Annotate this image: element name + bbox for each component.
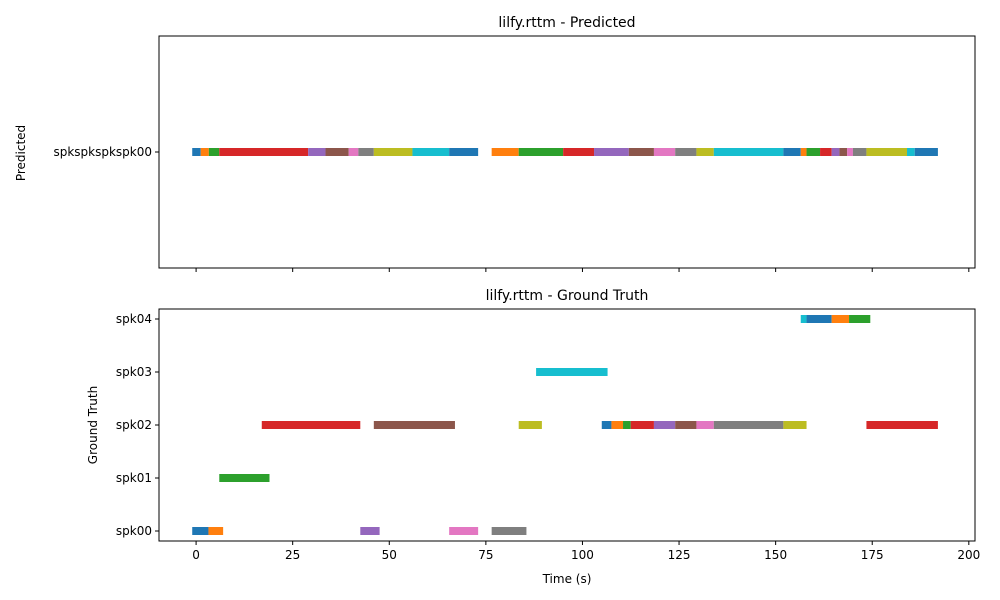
segment-spkspkspkspk00-27 [852, 148, 867, 156]
segment-spk02-17 [713, 421, 784, 429]
segment-spk02-23 [866, 421, 938, 429]
segment-spk04-20 [806, 315, 832, 323]
segment-spkspkspkspk00-17 [675, 148, 697, 156]
segment-spkspkspkspk00-25 [839, 148, 848, 156]
y-tick-label-spkspkspkspk00: spkspkspkspk00 [53, 145, 152, 159]
predicted-ylabel: Predicted [14, 125, 28, 181]
segment-spk02-11 [611, 421, 624, 429]
segment-spk02-5 [373, 421, 455, 429]
ground-truth-plot-frame [158, 308, 976, 542]
segment-spk02-12 [623, 421, 631, 429]
ground-truth-panel: lilfy.rttm - Ground Truth Ground Truth T… [86, 288, 980, 586]
segment-spk02-10 [601, 421, 612, 429]
predicted-title: lilfy.rttm - Predicted [498, 15, 635, 31]
x-tick-label-125: 125 [668, 548, 691, 562]
segment-spk00-6 [449, 527, 479, 535]
segment-spkspkspkspk00-2 [208, 148, 220, 156]
segment-spk01-2 [219, 474, 270, 482]
segment-spkspkspkspk00-6 [348, 148, 359, 156]
predicted-panel: lilfy.rttm - Predicted Predicted spkspks… [14, 15, 976, 272]
x-tick-label-50: 50 [382, 548, 397, 562]
segment-spk02-16 [696, 421, 714, 429]
ground-truth-title: lilfy.rttm - Ground Truth [486, 288, 649, 304]
segment-spk02-14 [653, 421, 676, 429]
segment-spkspkspkspk00-11 [491, 148, 519, 156]
segment-spkspkspkspk00-19 [713, 148, 784, 156]
segment-spkspkspkspk00-21 [800, 148, 807, 156]
ground-truth-ylabel: Ground Truth [86, 386, 100, 464]
segment-spk02-13 [630, 421, 654, 429]
y-tick-label-spk01: spk01 [116, 471, 152, 485]
segment-spk04-19 [800, 315, 807, 323]
x-tick-label-25: 25 [285, 548, 300, 562]
segment-spkspkspkspk00-20 [783, 148, 801, 156]
x-tick-label-175: 175 [861, 548, 884, 562]
segment-spkspkspkspk00-3 [219, 148, 309, 156]
segment-spk00-4 [360, 527, 380, 535]
segment-spkspkspkspk00-23 [820, 148, 832, 156]
x-tick-label-0: 0 [192, 548, 200, 562]
x-tick-label-75: 75 [478, 548, 493, 562]
segment-spkspkspkspk00-22 [806, 148, 821, 156]
segment-spkspkspkspk00-24 [831, 148, 840, 156]
y-tick-label-spk04: spk04 [116, 312, 152, 326]
segment-spk00-7 [491, 527, 527, 535]
segment-spk02-8 [518, 421, 542, 429]
segment-spkspkspkspk00-8 [373, 148, 413, 156]
x-tick-label-200: 200 [957, 548, 980, 562]
segment-spkspkspkspk00-26 [847, 148, 853, 156]
y-tick-label-spk00: spk00 [116, 524, 152, 538]
segment-spk02-18 [783, 421, 807, 429]
segment-spkspkspkspk00-4 [308, 148, 326, 156]
segment-spk02-3 [261, 421, 361, 429]
segment-spkspkspkspk00-1 [200, 148, 209, 156]
segment-spkspkspkspk00-15 [628, 148, 654, 156]
segment-spk04-22 [849, 315, 871, 323]
segment-spk02-15 [675, 421, 697, 429]
segment-spkspkspkspk00-9 [412, 148, 450, 156]
segment-spk00-1 [208, 527, 224, 535]
segment-spk04-21 [831, 315, 850, 323]
x-tick-label-100: 100 [571, 548, 594, 562]
segment-spk03-9 [536, 368, 608, 376]
segment-spkspkspkspk00-10 [449, 148, 479, 156]
y-tick-label-spk02: spk02 [116, 418, 152, 432]
segment-spkspkspkspk00-16 [653, 148, 676, 156]
segment-spkspkspkspk00-5 [325, 148, 349, 156]
segment-spk00-0 [192, 527, 209, 535]
segment-spkspkspkspk00-0 [192, 148, 201, 156]
segment-spkspkspkspk00-28 [866, 148, 907, 156]
segment-spkspkspkspk00-7 [358, 148, 374, 156]
x-tick-label-150: 150 [764, 548, 787, 562]
segment-spkspkspkspk00-12 [518, 148, 564, 156]
segment-spkspkspkspk00-14 [594, 148, 629, 156]
segment-spkspkspkspk00-29 [907, 148, 915, 156]
ground-truth-xlabel: Time (s) [542, 572, 592, 586]
segment-spkspkspkspk00-13 [563, 148, 595, 156]
segment-spkspkspkspk00-18 [696, 148, 714, 156]
predicted-plot-frame [158, 35, 976, 269]
y-tick-label-spk03: spk03 [116, 365, 152, 379]
segment-spkspkspkspk00-30 [914, 148, 938, 156]
